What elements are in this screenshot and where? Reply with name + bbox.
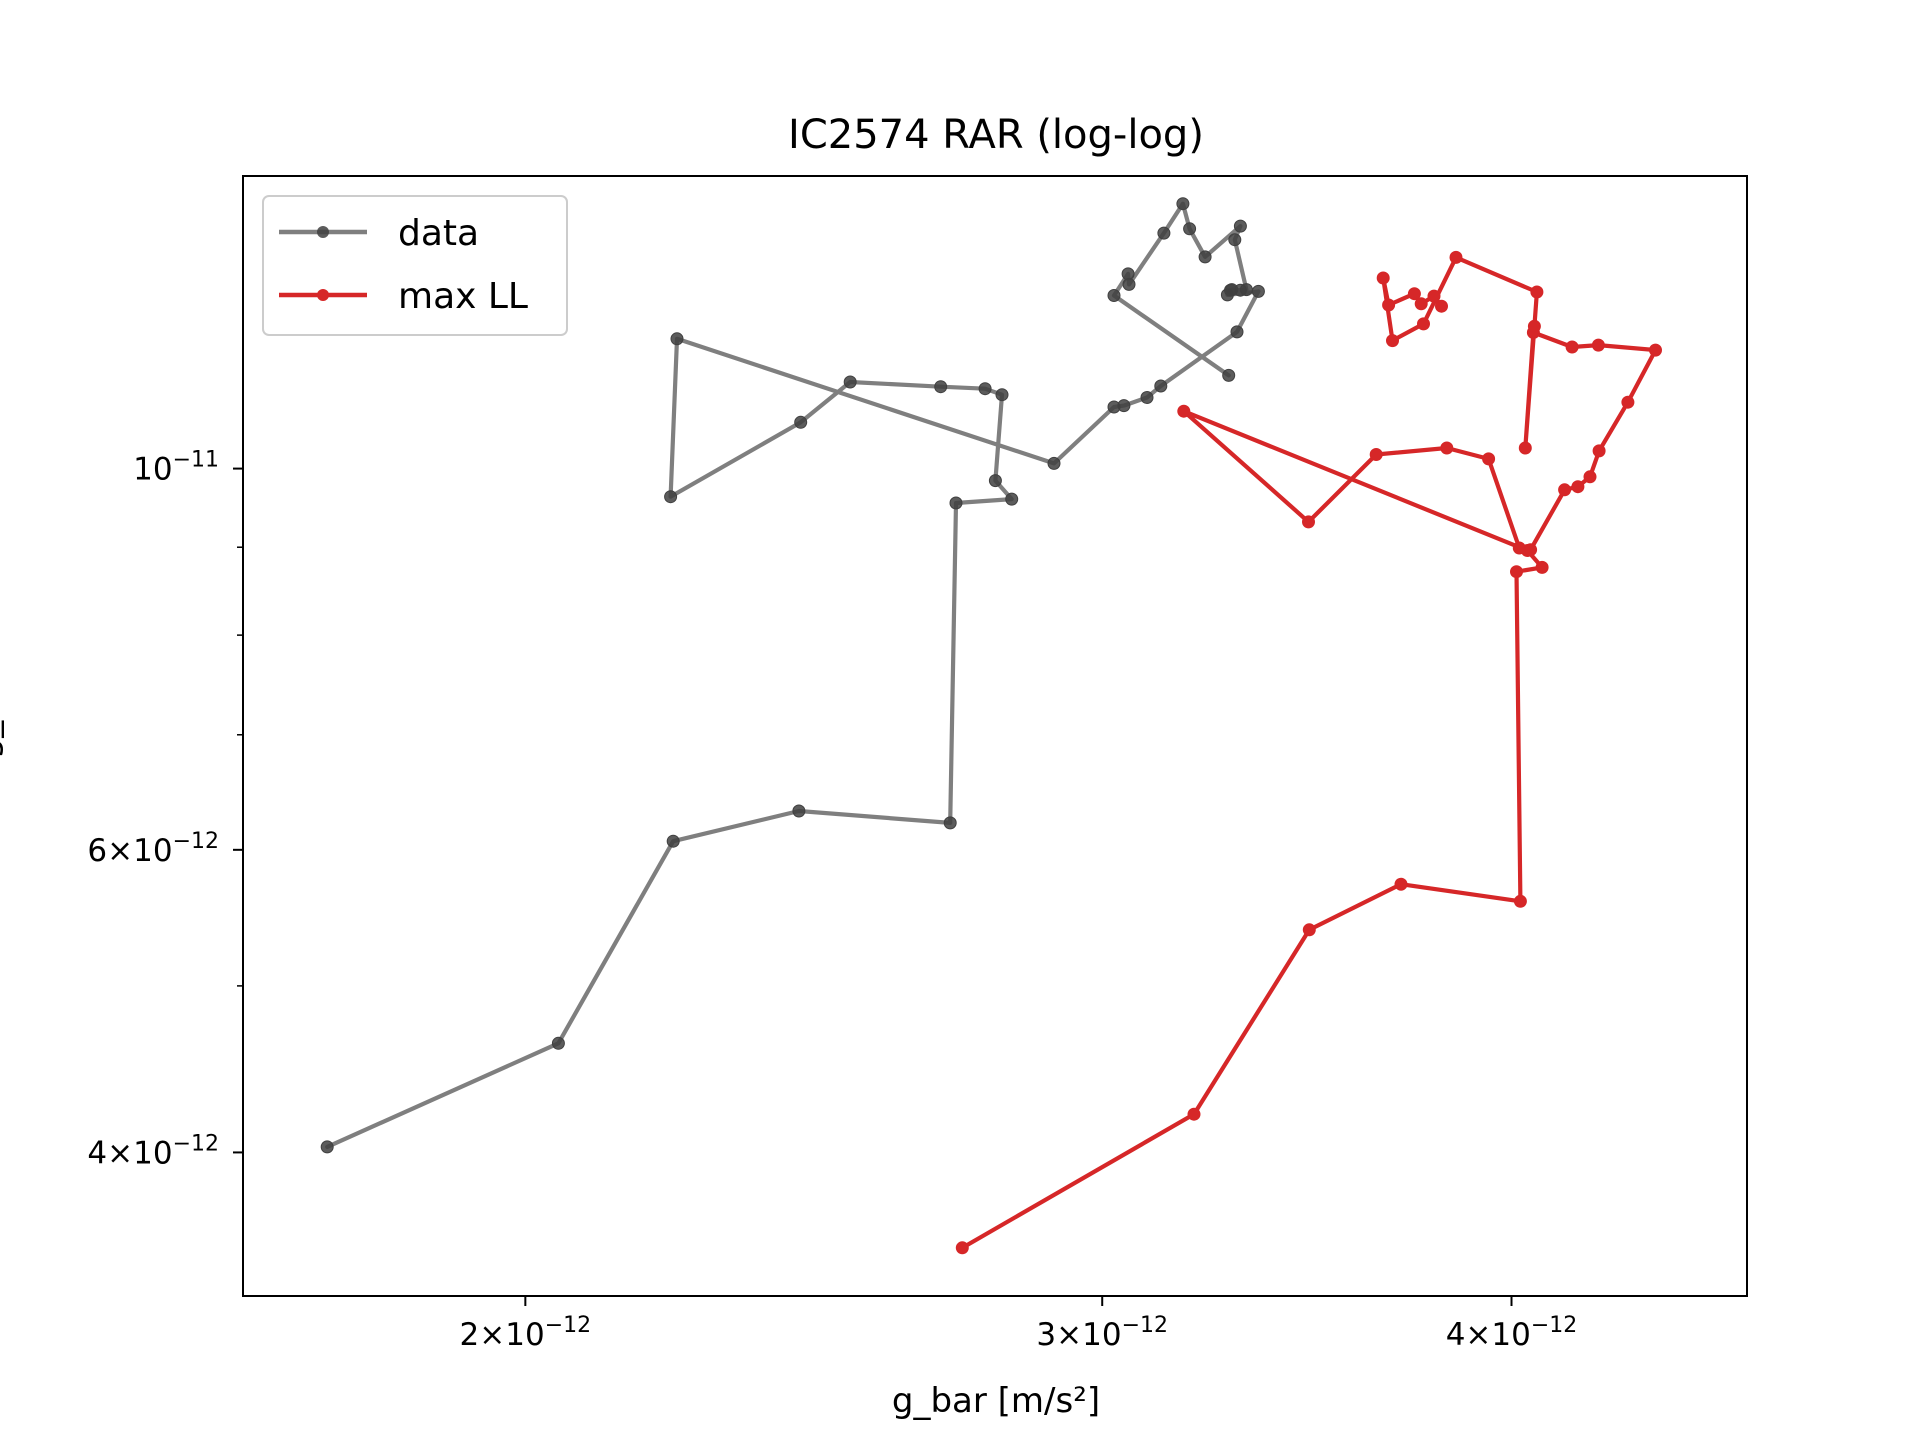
data-point bbox=[1527, 319, 1541, 333]
data-point bbox=[1417, 317, 1430, 331]
chart-title: IC2574 RAR (log-log) bbox=[788, 112, 1204, 158]
data-point bbox=[1435, 299, 1448, 313]
data-point bbox=[943, 816, 957, 830]
data-point bbox=[1565, 340, 1579, 354]
data-point bbox=[934, 380, 948, 394]
data-point bbox=[1222, 368, 1236, 382]
data-point bbox=[320, 1140, 334, 1154]
plot-series bbox=[320, 197, 1662, 1255]
data-point bbox=[1407, 287, 1421, 301]
y-tick-label: 10−11 bbox=[133, 448, 219, 488]
series-data bbox=[320, 197, 1265, 1154]
legend: data max LL bbox=[262, 195, 568, 336]
x-tick-label: 2×10−12 bbox=[460, 1313, 592, 1353]
data-point bbox=[949, 496, 963, 510]
data-point bbox=[1386, 334, 1399, 348]
x-tick-label: 3×10−12 bbox=[1036, 1313, 1168, 1353]
data-point bbox=[1230, 325, 1244, 339]
x-axis-title: g_bar [m/s²] bbox=[892, 1381, 1100, 1421]
legend-entry-max-ll: max LL bbox=[279, 276, 528, 317]
legend-marker-data bbox=[317, 226, 329, 238]
data-point bbox=[1558, 483, 1572, 497]
data-point bbox=[1592, 444, 1606, 458]
data-point bbox=[1382, 298, 1396, 312]
data-point bbox=[1414, 297, 1428, 311]
data-point bbox=[955, 1241, 969, 1255]
data-point bbox=[1154, 379, 1168, 393]
data-point bbox=[1440, 441, 1454, 455]
data-point bbox=[1107, 289, 1121, 302]
data-point bbox=[551, 1036, 565, 1050]
legend-label-max-ll: max LL bbox=[398, 276, 528, 317]
data-point bbox=[1177, 404, 1191, 418]
data-point bbox=[1524, 543, 1538, 557]
data-point bbox=[1427, 289, 1441, 303]
data-point bbox=[1376, 271, 1390, 285]
data-point bbox=[1047, 456, 1061, 470]
data-point bbox=[794, 415, 808, 429]
legend-entry-data: data bbox=[279, 213, 479, 254]
data-point bbox=[1394, 877, 1408, 891]
data-point bbox=[1369, 448, 1383, 461]
data-point bbox=[1157, 226, 1171, 240]
data-point bbox=[1187, 1107, 1201, 1121]
plot-area-frame bbox=[242, 175, 1748, 1297]
data-point bbox=[1510, 565, 1523, 579]
y-tick-label: 6×10−12 bbox=[87, 829, 219, 869]
data-point bbox=[1140, 391, 1154, 404]
legend-marker-max-ll bbox=[317, 289, 329, 301]
data-point bbox=[1530, 285, 1544, 299]
data-point bbox=[1233, 219, 1247, 233]
data-point bbox=[1649, 343, 1662, 357]
data-point bbox=[1183, 222, 1197, 236]
data-point bbox=[1482, 452, 1496, 466]
data-point bbox=[1198, 250, 1212, 264]
data-point bbox=[1005, 492, 1019, 506]
data-point bbox=[1121, 267, 1135, 281]
data-point bbox=[978, 382, 992, 396]
axis-ticks: 2×10−12 3×10−12 4×10−12 4×10−12 6×10−12 10−11 bbox=[87, 448, 1577, 1353]
y-axis-title: g_ bbox=[0, 720, 5, 760]
x-tick-label: 4×10−12 bbox=[1446, 1313, 1578, 1353]
data-point bbox=[1449, 250, 1463, 264]
data-point bbox=[1583, 470, 1597, 484]
data-point bbox=[670, 332, 684, 346]
data-point bbox=[1513, 894, 1527, 908]
data-point bbox=[792, 804, 806, 818]
data-point bbox=[995, 388, 1009, 402]
data-point bbox=[1591, 338, 1605, 352]
data-point bbox=[1176, 197, 1190, 211]
legend-label-data: data bbox=[398, 213, 479, 254]
data-point bbox=[1251, 284, 1265, 298]
data-point bbox=[666, 834, 680, 848]
data-point bbox=[1512, 541, 1526, 555]
data-point bbox=[1518, 441, 1532, 455]
series-max-ll bbox=[955, 250, 1662, 1255]
data-point bbox=[1621, 395, 1635, 409]
data-point bbox=[664, 490, 678, 504]
data-point bbox=[1302, 923, 1316, 937]
data-point bbox=[1571, 480, 1585, 494]
y-tick-label: 4×10−12 bbox=[87, 1131, 219, 1171]
data-point bbox=[1117, 399, 1131, 413]
data-point bbox=[1228, 233, 1242, 247]
data-point bbox=[1535, 560, 1549, 574]
data-point bbox=[1302, 515, 1315, 529]
data-point bbox=[988, 474, 1002, 488]
data-point bbox=[843, 375, 857, 389]
data-point bbox=[1239, 283, 1253, 297]
